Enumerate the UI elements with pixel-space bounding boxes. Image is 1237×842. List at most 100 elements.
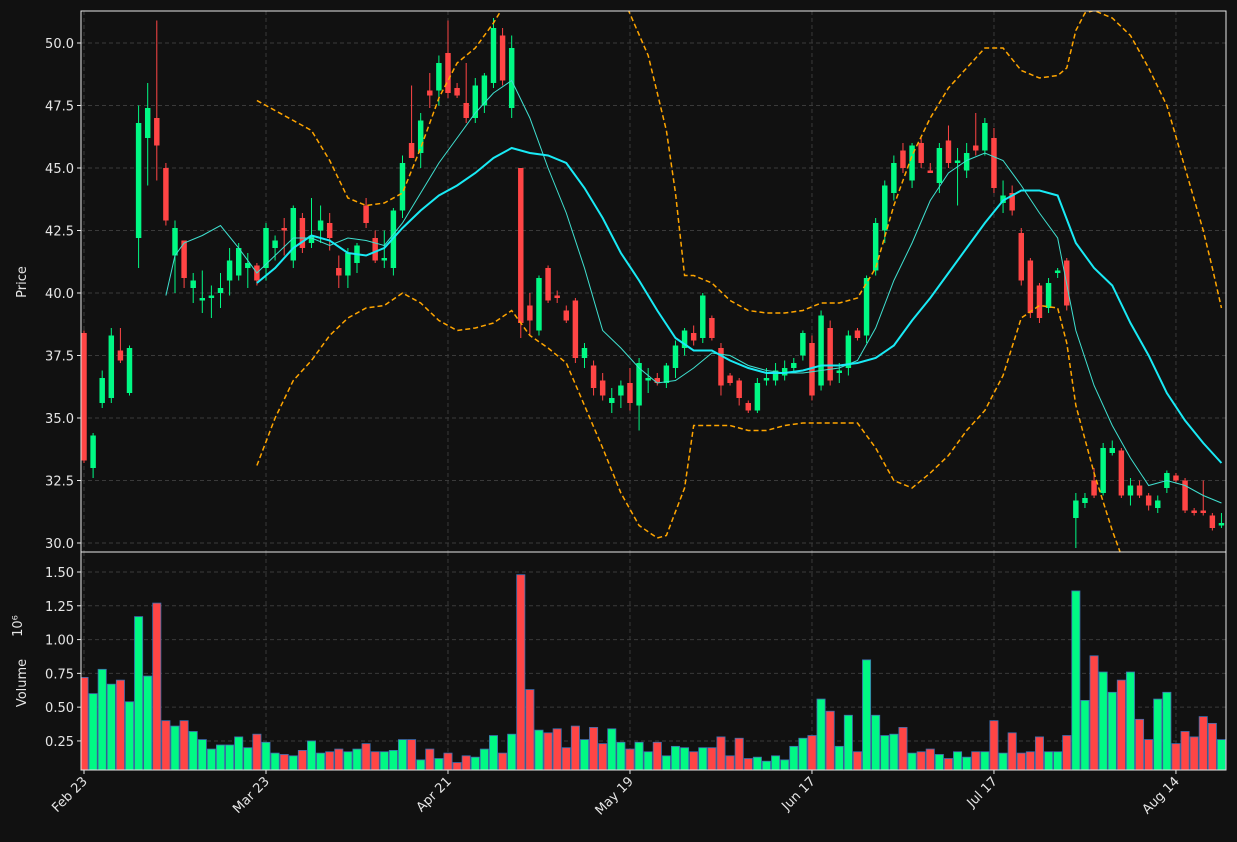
volume-bar bbox=[907, 752, 917, 770]
y-tick-label: 1.00 bbox=[45, 634, 74, 649]
volume-bar bbox=[1171, 743, 1181, 770]
volume-bar bbox=[634, 741, 644, 770]
volume-bar bbox=[1162, 691, 1172, 770]
y-tick-label: 47.5 bbox=[45, 100, 74, 115]
volume-bar bbox=[1180, 731, 1190, 770]
volume-bar bbox=[1007, 732, 1017, 770]
candle-body bbox=[918, 143, 924, 163]
candle-body bbox=[736, 380, 742, 398]
candle-body bbox=[272, 240, 278, 248]
candle-body bbox=[672, 345, 679, 368]
candle-body bbox=[727, 375, 733, 383]
volume-bar bbox=[534, 729, 544, 770]
volume-bar bbox=[716, 736, 726, 770]
volume-bar bbox=[570, 725, 580, 770]
volume-bar bbox=[197, 739, 207, 770]
volume-bar bbox=[543, 732, 553, 770]
candle-body bbox=[590, 365, 597, 388]
volume-bar bbox=[1107, 691, 1117, 770]
volume-bar bbox=[643, 751, 653, 770]
candle-body bbox=[563, 310, 570, 321]
candle-body bbox=[963, 153, 970, 171]
volume-bar bbox=[1116, 679, 1126, 770]
volume-bar bbox=[1135, 718, 1145, 770]
volume-bar bbox=[1125, 671, 1135, 770]
volume-bar bbox=[261, 741, 271, 770]
volume-bar bbox=[734, 737, 744, 770]
volume-bar bbox=[707, 747, 717, 770]
candle-body bbox=[154, 118, 160, 146]
volume-bar bbox=[407, 739, 417, 770]
candle-body bbox=[208, 295, 215, 298]
candle-body bbox=[681, 330, 688, 348]
candle-body bbox=[399, 163, 406, 211]
candle-body bbox=[372, 238, 378, 261]
candle-body bbox=[554, 295, 560, 298]
y-tick-label: 0.75 bbox=[45, 667, 74, 682]
candle-body bbox=[345, 253, 351, 276]
candle-body bbox=[818, 315, 824, 386]
candle-body bbox=[108, 335, 115, 398]
candle-body bbox=[863, 278, 870, 336]
candle-body bbox=[445, 53, 451, 93]
candle-body bbox=[781, 368, 788, 376]
candle-body bbox=[800, 333, 806, 356]
candle-body bbox=[936, 148, 943, 183]
candle-body bbox=[299, 218, 306, 248]
candle-body bbox=[1073, 500, 1079, 518]
candle-body bbox=[636, 363, 642, 406]
volume-bar bbox=[652, 741, 662, 770]
band-line bbox=[256, 11, 1223, 314]
candle-body bbox=[490, 28, 497, 83]
volume-bar bbox=[452, 762, 462, 770]
candle-body bbox=[508, 48, 515, 108]
volume-bar bbox=[470, 756, 480, 770]
price-panel bbox=[81, 11, 1225, 552]
candle-body bbox=[718, 348, 724, 386]
candle-body bbox=[854, 330, 861, 338]
volume-bar bbox=[170, 725, 180, 770]
candle-body bbox=[235, 248, 242, 276]
volume-bar bbox=[834, 745, 844, 770]
candle-body bbox=[454, 88, 460, 96]
candle-body bbox=[572, 300, 579, 358]
candle-body bbox=[317, 220, 324, 231]
candle-body bbox=[326, 223, 333, 238]
volume-bar bbox=[1044, 751, 1054, 770]
volume-axis-label: Volume bbox=[15, 659, 30, 707]
candle-body bbox=[763, 378, 770, 381]
volume-bar bbox=[334, 748, 344, 770]
candle-body bbox=[882, 185, 888, 231]
candle-body bbox=[281, 228, 287, 231]
volume-bar bbox=[1207, 722, 1217, 770]
candle-body bbox=[363, 205, 369, 223]
volume-bar bbox=[752, 756, 762, 770]
y-tick-label: 35.0 bbox=[45, 412, 74, 427]
y-tick-label: 1.50 bbox=[45, 566, 74, 581]
volume-bar bbox=[461, 755, 471, 770]
candle-body bbox=[745, 403, 752, 411]
candle-body bbox=[381, 258, 388, 261]
volume-bar bbox=[479, 748, 489, 770]
candle-body bbox=[1127, 485, 1134, 496]
candle-body bbox=[463, 103, 469, 118]
candle-body bbox=[809, 343, 815, 396]
volume-bar bbox=[1189, 736, 1199, 770]
volume-bar bbox=[934, 754, 944, 770]
candle-body bbox=[1218, 523, 1225, 526]
volume-bar bbox=[498, 752, 508, 770]
volume-bar bbox=[971, 751, 981, 770]
candle-body bbox=[1136, 485, 1143, 496]
candle-body bbox=[99, 378, 105, 403]
volume-bar bbox=[916, 751, 926, 770]
candle-body bbox=[135, 123, 142, 238]
volume-bar bbox=[1034, 736, 1044, 770]
candle-body bbox=[81, 333, 87, 461]
candle-body bbox=[290, 208, 297, 261]
y-tick-label: 0.25 bbox=[45, 735, 74, 750]
candle-body bbox=[1082, 498, 1088, 503]
volume-bar bbox=[134, 616, 144, 770]
volume-bar bbox=[234, 736, 244, 770]
candle-body bbox=[1009, 193, 1015, 211]
